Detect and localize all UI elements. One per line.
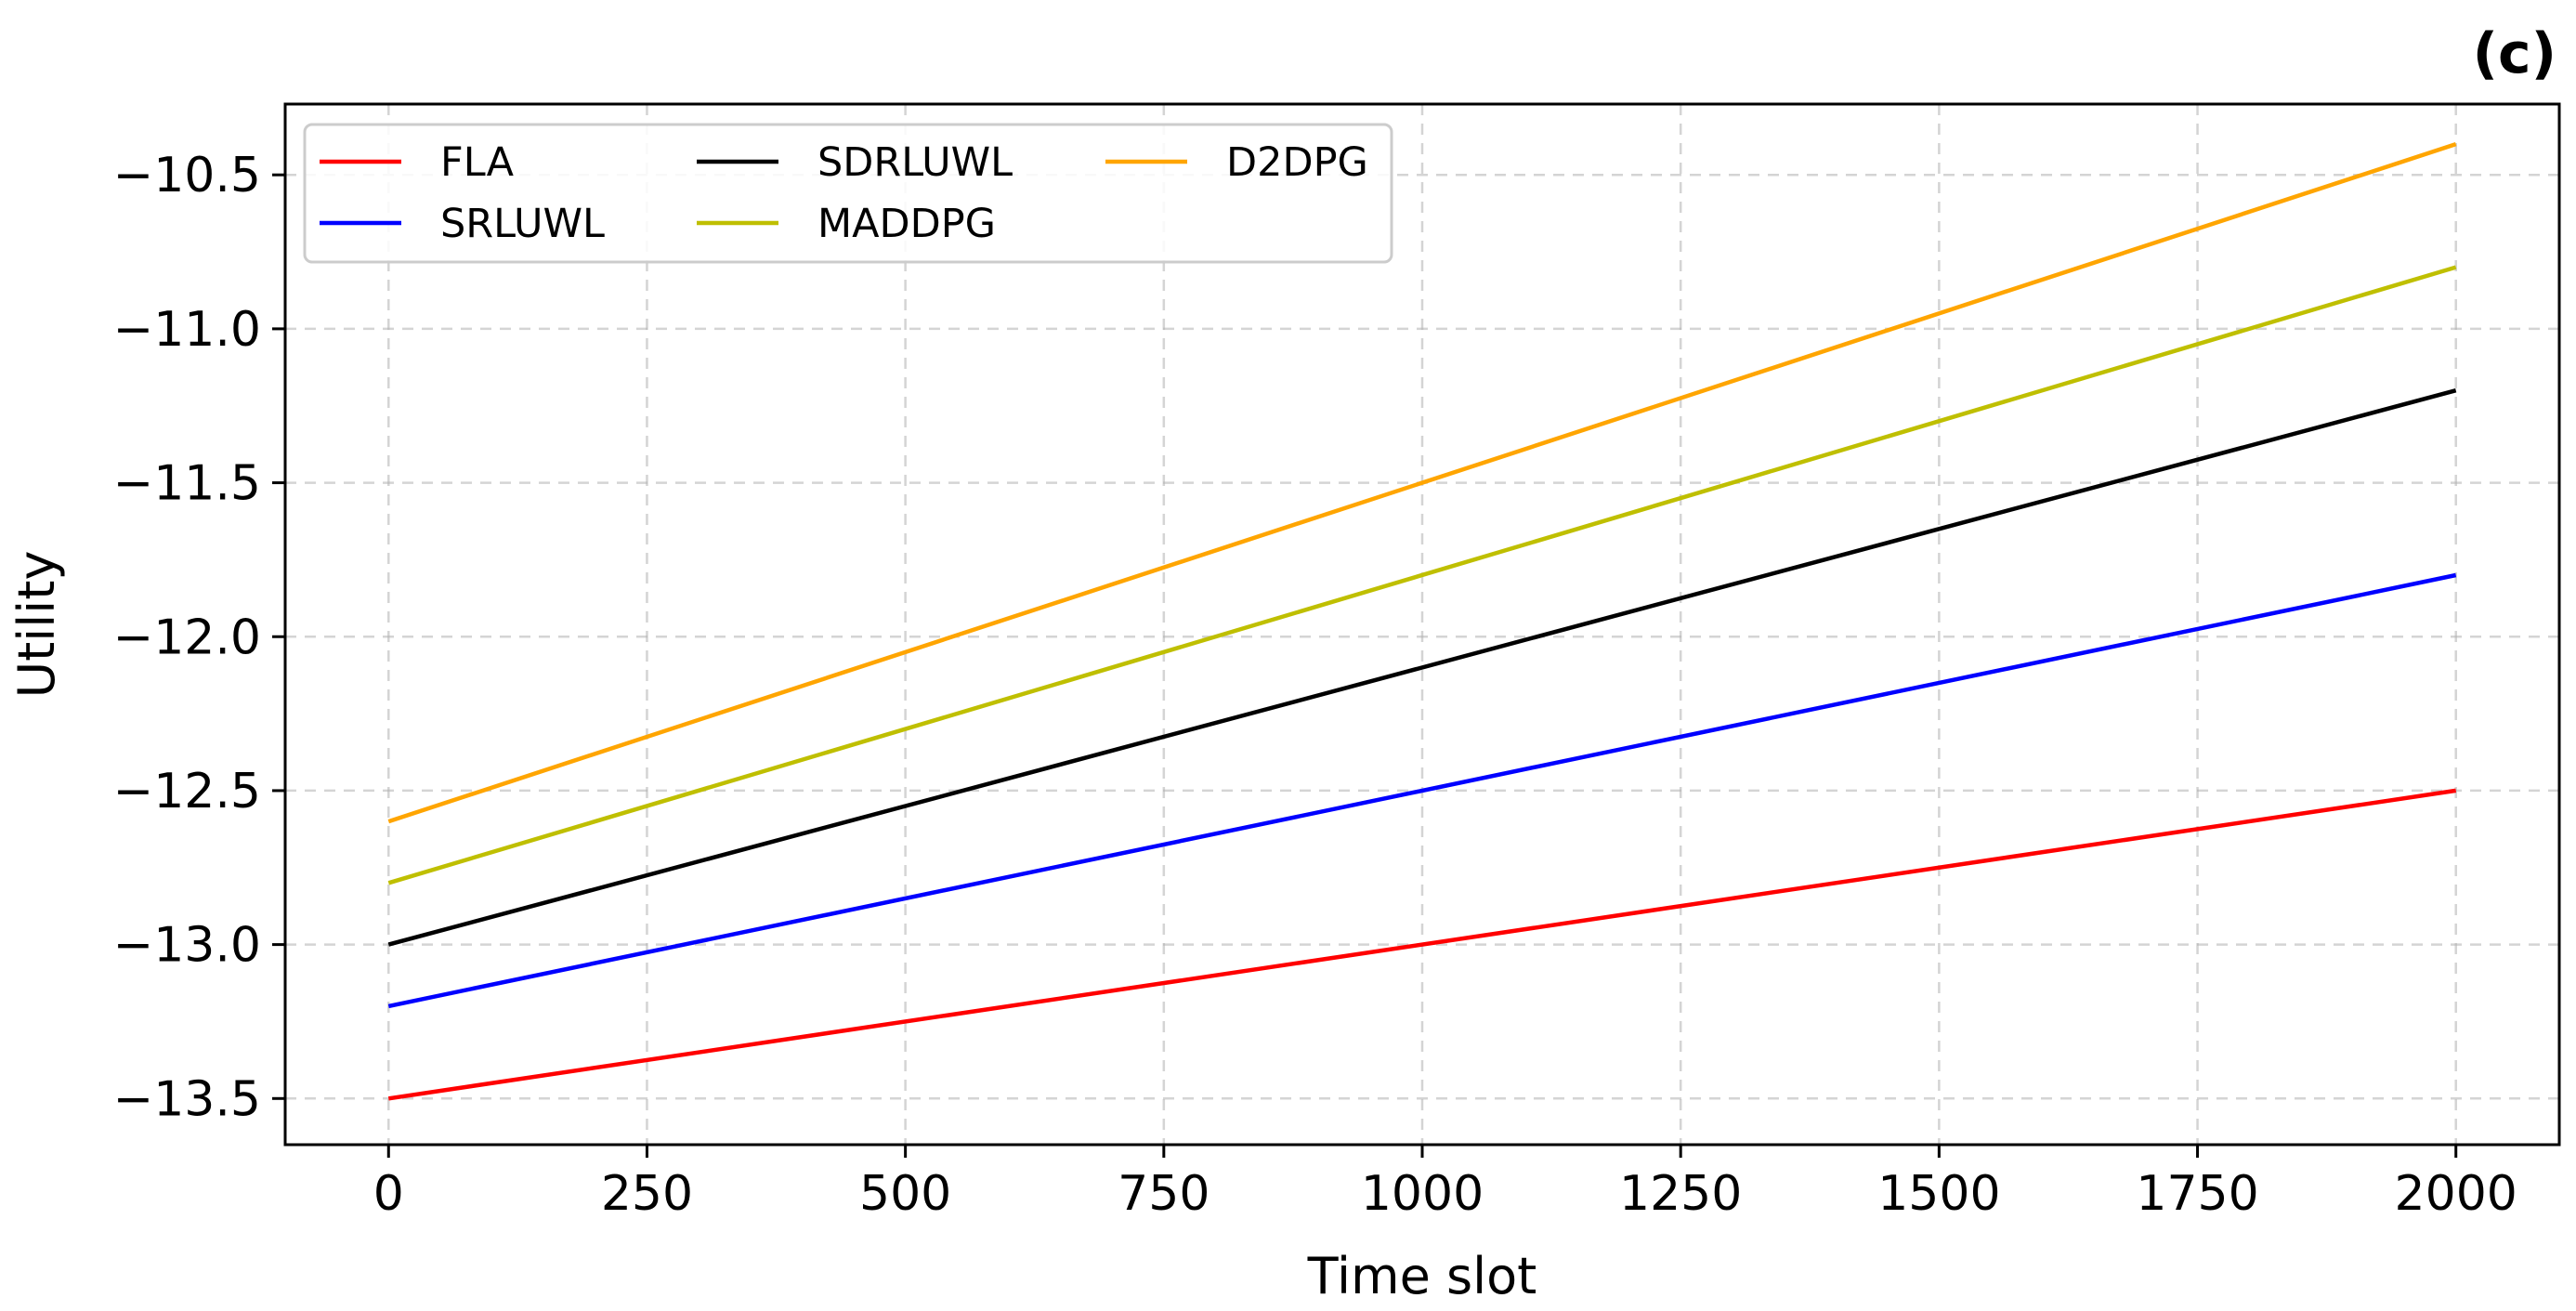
y-tick-label: −12.0	[113, 610, 261, 665]
legend-label: MADDPG	[817, 201, 996, 247]
legend-item-maddpg: MADDPG	[697, 201, 996, 247]
legend-label: SDRLUWL	[817, 139, 1013, 186]
x-tick-label: 500	[859, 1166, 951, 1222]
legend-item-d2dpg: D2DPG	[1105, 139, 1368, 186]
x-tick-label: 1250	[1619, 1166, 1742, 1222]
series-line-fla	[387, 788, 2457, 1101]
grid-lines	[285, 104, 2559, 1145]
x-axis-ticks: 0 250 500 750 1000 1250 1500 1750 2000	[373, 1145, 2517, 1222]
legend-box	[303, 123, 1393, 264]
y-axis-ticks: −10.5 −11.0 −11.5 −12.0 −12.5 −13.0 −13.5	[113, 148, 285, 1127]
y-tick-label: −11.0	[113, 302, 261, 358]
x-tick-label: 750	[1118, 1166, 1210, 1222]
x-tick-label: 2000	[2395, 1166, 2517, 1222]
x-tick-label: 1500	[1877, 1166, 2000, 1222]
panel-label: (c)	[2473, 21, 2556, 86]
y-axis-title: Utility	[7, 551, 66, 699]
y-tick-label: −12.5	[113, 764, 261, 819]
y-tick-label: −13.5	[113, 1071, 261, 1127]
x-tick-label: 250	[601, 1166, 693, 1222]
y-tick-label: −11.5	[113, 456, 261, 512]
x-tick-label: 0	[373, 1166, 404, 1222]
x-axis-title: Time slot	[1307, 1247, 1537, 1305]
legend-label: SRLUWL	[440, 201, 605, 247]
series-line-maddpg	[387, 265, 2457, 885]
legend-item-sdrluwl: SDRLUWL	[697, 139, 1013, 186]
series-line-srluwl	[387, 572, 2457, 1009]
y-tick-label: −10.5	[113, 148, 261, 203]
series-line-sdrluwl	[387, 388, 2457, 947]
legend-label: D2DPG	[1226, 139, 1368, 186]
series-line-d2dpg	[387, 141, 2457, 824]
legend: FLA SRLUWL SDRLUWL MADDPG D2DPG	[303, 123, 1393, 264]
y-tick-label: −13.0	[113, 918, 261, 974]
legend-label: FLA	[440, 139, 515, 186]
series-lines	[387, 141, 2457, 1101]
x-tick-label: 1750	[2136, 1166, 2258, 1222]
x-tick-label: 1000	[1361, 1166, 1484, 1222]
legend-item-srluwl: SRLUWL	[320, 201, 605, 247]
legend-item-fla: FLA	[320, 139, 515, 186]
